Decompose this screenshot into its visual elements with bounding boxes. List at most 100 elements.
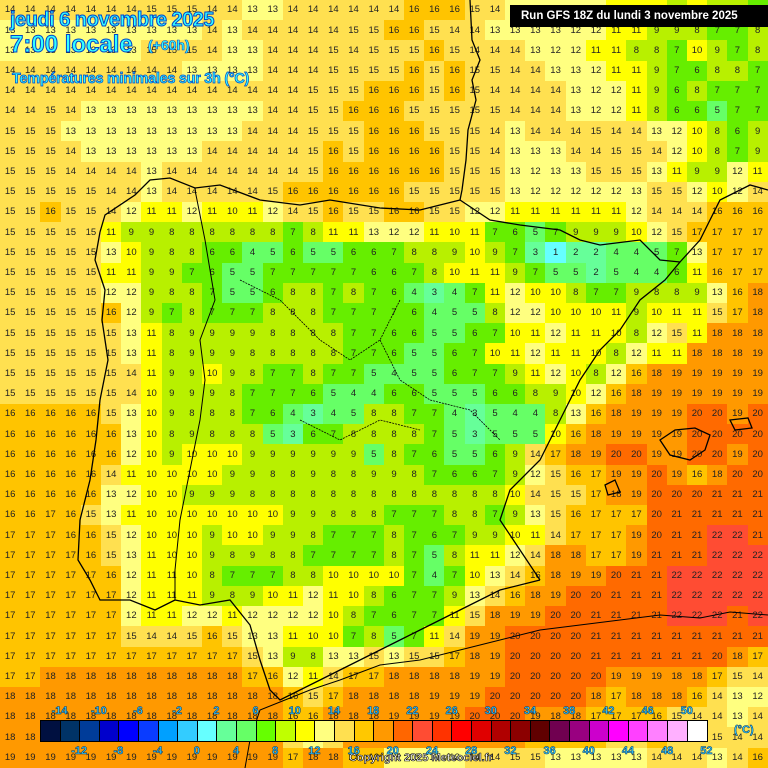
grid-value: 14 bbox=[202, 80, 223, 102]
grid-value: 10 bbox=[303, 626, 324, 647]
grid-value: 15 bbox=[60, 222, 81, 243]
grid-value: 16 bbox=[0, 424, 21, 445]
legend-tick-label: 6 bbox=[252, 705, 259, 718]
legend-swatch bbox=[197, 721, 218, 741]
grid-value: 17 bbox=[606, 545, 627, 566]
legend-tick-label: -8 bbox=[113, 745, 124, 758]
grid-value: 10 bbox=[707, 181, 728, 203]
grid-value: 19 bbox=[424, 686, 445, 708]
grid-value: 8 bbox=[484, 303, 506, 324]
grid-value: 14 bbox=[20, 0, 41, 21]
grid-value: 6 bbox=[363, 262, 384, 283]
grid-value: 14 bbox=[202, 40, 223, 61]
grid-value: 14 bbox=[343, 0, 364, 21]
grid-value: 8 bbox=[424, 262, 445, 283]
grid-value: 8 bbox=[444, 505, 465, 526]
grid-value: 15 bbox=[606, 141, 627, 162]
grid-value: 16 bbox=[424, 141, 445, 162]
grid-value: 16 bbox=[363, 121, 384, 142]
grid-value: 18 bbox=[666, 666, 687, 687]
grid-value: 13 bbox=[121, 141, 142, 162]
grid-value: 14 bbox=[747, 181, 768, 203]
grid-value: 8 bbox=[303, 303, 324, 324]
grid-value: 17 bbox=[606, 525, 627, 546]
grid-value: 7 bbox=[181, 262, 203, 283]
grid-value: 12 bbox=[727, 181, 748, 203]
grid-value: 10 bbox=[141, 464, 162, 485]
grid-value: 12 bbox=[545, 323, 566, 344]
grid-value: 15 bbox=[464, 0, 485, 21]
grid-value: 11 bbox=[525, 202, 546, 223]
grid-value: 6 bbox=[505, 383, 526, 405]
grid-value: 13 bbox=[161, 20, 182, 41]
grid-value: 6 bbox=[404, 323, 425, 344]
grid-value: 14 bbox=[161, 161, 182, 182]
grid-value: 13 bbox=[60, 20, 81, 41]
grid-value: 5 bbox=[404, 343, 425, 364]
grid-value: 13 bbox=[202, 121, 223, 142]
grid-value: 16 bbox=[707, 262, 728, 283]
grid-value: 14 bbox=[222, 80, 243, 102]
grid-value: 14 bbox=[707, 686, 728, 708]
grid-value: 5 bbox=[424, 343, 445, 364]
grid-value: 6 bbox=[222, 242, 243, 263]
grid-value: 15 bbox=[444, 202, 465, 223]
grid-value: 15 bbox=[585, 161, 607, 182]
grid-value: 22 bbox=[686, 565, 708, 586]
grid-value: 17 bbox=[0, 606, 21, 627]
grid-value: 8 bbox=[404, 242, 425, 263]
grid-value: 10 bbox=[545, 303, 566, 324]
grid-value: 18 bbox=[565, 545, 586, 566]
grid-value: 12 bbox=[181, 202, 203, 223]
grid-value: 19 bbox=[565, 565, 586, 586]
grid-value: 9 bbox=[686, 161, 708, 182]
legend-tick-label: -14 bbox=[51, 705, 68, 718]
grid-value: 18 bbox=[80, 686, 102, 708]
grid-value: 21 bbox=[646, 565, 667, 586]
grid-value: 17 bbox=[161, 646, 182, 667]
grid-value: 15 bbox=[141, 0, 162, 21]
grid-value: 16 bbox=[202, 626, 223, 647]
grid-value: 5 bbox=[424, 545, 445, 566]
grid-value: 16 bbox=[343, 101, 364, 122]
grid-value: 15 bbox=[484, 181, 506, 203]
legend-swatch bbox=[472, 721, 492, 741]
legend-tick-label: -4 bbox=[152, 745, 163, 758]
grid-value: 12 bbox=[585, 101, 607, 122]
grid-value: 11 bbox=[323, 585, 344, 607]
grid-value: 17 bbox=[0, 525, 21, 546]
grid-value: 17 bbox=[40, 626, 61, 647]
legend-tick-label: 2 bbox=[213, 705, 220, 718]
grid-value: 21 bbox=[585, 606, 607, 627]
grid-value: 17 bbox=[727, 242, 748, 263]
grid-value: 14 bbox=[242, 20, 263, 41]
grid-value: 9 bbox=[202, 585, 223, 607]
grid-value: 7 bbox=[424, 505, 445, 526]
grid-value: 14 bbox=[0, 101, 21, 122]
grid-value: 15 bbox=[303, 80, 324, 102]
grid-value: 11 bbox=[202, 202, 223, 223]
grid-value: 6 bbox=[727, 121, 748, 142]
grid-value: 7 bbox=[727, 141, 748, 162]
grid-value: 8 bbox=[626, 40, 647, 61]
grid-value: 13 bbox=[101, 101, 122, 122]
grid-value: 17 bbox=[40, 505, 61, 526]
grid-value: 5 bbox=[343, 404, 364, 425]
grid-value: 17 bbox=[0, 545, 21, 566]
grid-value: 12 bbox=[646, 323, 667, 344]
grid-value: 8 bbox=[383, 444, 405, 465]
grid-value: 19 bbox=[101, 747, 122, 768]
grid-value: 19 bbox=[666, 444, 687, 465]
grid-value: 16 bbox=[323, 202, 344, 223]
grid-value: 13 bbox=[525, 505, 546, 526]
grid-value: 9 bbox=[242, 545, 263, 566]
grid-value: 15 bbox=[565, 484, 586, 506]
grid-value: 22 bbox=[666, 585, 687, 607]
grid-value: 9 bbox=[202, 525, 223, 546]
legend-swatch bbox=[80, 721, 100, 741]
grid-value: 13 bbox=[20, 20, 41, 41]
grid-value: 11 bbox=[565, 343, 586, 364]
grid-value: 5 bbox=[323, 242, 344, 263]
grid-value: 18 bbox=[222, 686, 243, 708]
grid-value: 11 bbox=[666, 343, 687, 364]
